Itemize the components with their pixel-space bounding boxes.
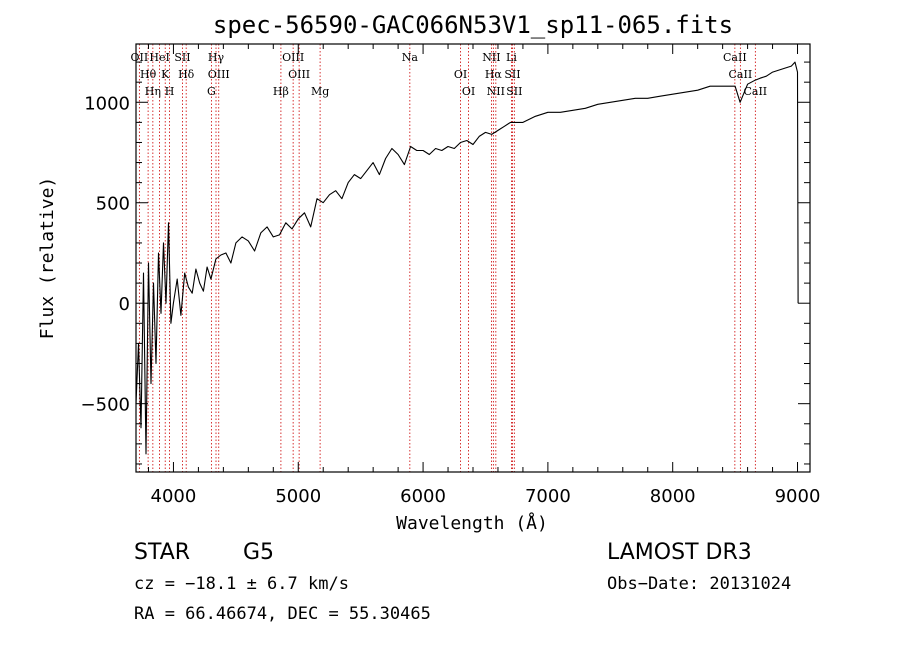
line-label-14: OIII [288,68,310,81]
x-axis-label: Wavelength (Å) [396,512,548,534]
line-label-5: K [161,68,170,81]
line-label-2: Hθ [140,68,157,81]
line-label-21: NII [487,85,505,98]
line-label-10: Hγ [208,51,225,64]
line-label-23: SII [504,68,520,81]
line-label-3: Hη [145,85,161,98]
survey-name: LAMOST DR3 [607,540,752,565]
y-axis-label: Flux (relative) [37,177,58,340]
spectrum-series [135,61,799,455]
x-tick-label-9000: 9000 [775,486,821,507]
line-label-22: Li [506,51,517,64]
line-label-7: SII [174,51,190,64]
y-tick-label-0: −500 [81,395,130,416]
y-axis-ticks: −500 0 500 1000 [81,61,810,465]
emission-line-labels: OIIHθHηHeIKHSIIHδGHγOIIIHβOIIIOIIIMgNaOI… [131,51,768,98]
line-label-27: CaII [743,85,767,98]
observation-date: Obs−Date: 20131024 [607,574,792,594]
line-label-1: OII [131,51,149,64]
x-tick-label-7000: 7000 [525,486,571,507]
line-label-15: Mg [311,85,329,98]
y-tick-label-1: 0 [119,294,130,315]
line-label-11: OIII [208,68,230,81]
spectral-subclass: G5 [243,540,275,565]
y-tick-label-3: 1000 [84,93,130,114]
line-label-17: OI [454,68,467,81]
x-tick-label-8000: 8000 [650,486,696,507]
line-label-20: Hα [485,68,503,81]
line-label-9: G [207,85,216,98]
spectrum-line-1 [135,61,799,455]
redshift-readout: cz = −18.1 ± 6.7 km/s [134,574,349,594]
line-label-25: CaII [723,51,747,64]
line-label-4: HeI [149,51,169,64]
line-label-8: Hδ [178,68,195,81]
coordinates: RA = 66.46674, DEC = 55.30465 [134,604,431,624]
line-label-18: OI [462,85,475,98]
x-tick-label-5000: 5000 [275,486,321,507]
plot-frame [135,43,811,473]
line-label-12: Hβ [273,85,289,98]
x-axis-ticks: 4000 5000 6000 7000 8000 9000 [147,44,821,507]
line-label-16: Na [402,51,419,64]
line-label-6: H [165,85,175,98]
object-class: STAR [134,540,191,565]
emission-line-markers [138,44,756,472]
x-tick-label-6000: 6000 [400,486,446,507]
chart-title: spec-56590-GAC066N53V1_sp11-065.fits [213,11,733,39]
line-label-26: CaII [729,68,753,81]
y-tick-label-2: 500 [96,194,130,215]
x-tick-label-4000: 4000 [151,486,197,507]
line-label-13: OIII [282,51,304,64]
line-label-19: NII [482,51,500,64]
line-label-24: SII [506,85,522,98]
